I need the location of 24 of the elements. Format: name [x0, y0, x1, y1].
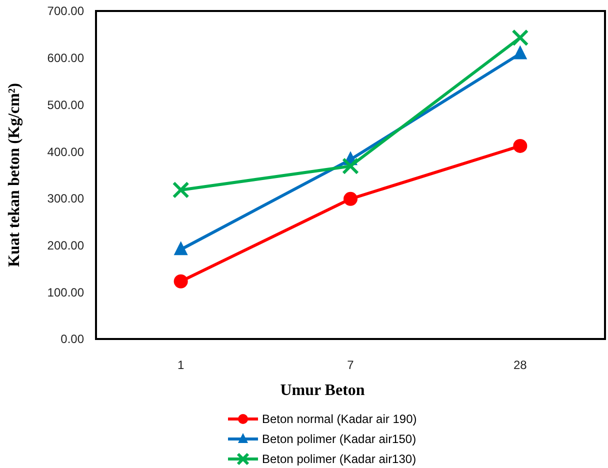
x-tick-label: 1 — [177, 358, 184, 372]
point — [512, 29, 529, 46]
y-tick-label: 200.00 — [47, 238, 84, 252]
y-tick-label: 0.00 — [60, 332, 84, 346]
point — [342, 158, 359, 175]
x-axis-title: Umur Beton — [280, 382, 365, 399]
y-tick-label: 500.00 — [47, 98, 84, 112]
x-tick-label: 7 — [347, 358, 354, 372]
y-tick-label: 100.00 — [47, 285, 84, 300]
point — [172, 181, 190, 198]
y-tick-label: 400.00 — [47, 144, 84, 159]
legend-label: Beton normal (Kadar air 190) — [262, 412, 417, 426]
y-axis-title: Kuat tekan beton (Kg/cm²) — [6, 83, 23, 267]
y-tick-label: 600.00 — [47, 51, 84, 66]
legend-label: Beton polimer (Kadar air150) — [262, 432, 416, 446]
point — [513, 138, 528, 153]
point — [174, 241, 188, 256]
point — [513, 45, 528, 60]
y-tick-label: 300.00 — [47, 192, 84, 206]
point — [344, 192, 358, 206]
y-tick-label: 700.00 — [47, 4, 84, 18]
x-tick-label: 28 — [513, 358, 528, 372]
point — [174, 274, 188, 288]
legend-label: Beton polimer (Kadar air130) — [262, 452, 416, 466]
